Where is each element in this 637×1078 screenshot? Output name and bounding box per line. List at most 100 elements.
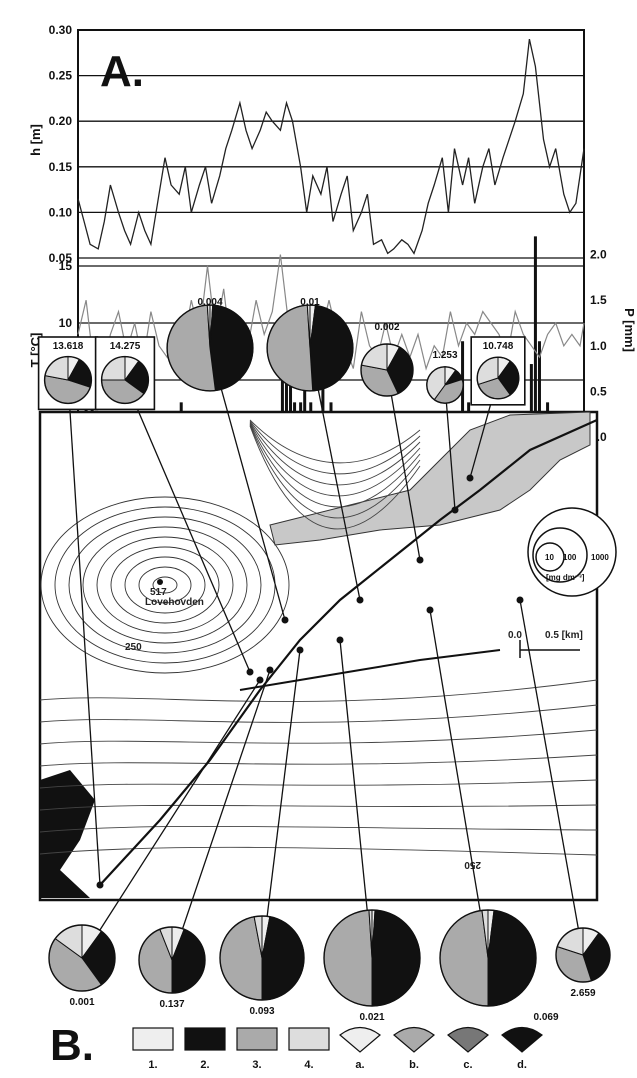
- precipitation-bar: [533, 236, 537, 437]
- contour-line: [40, 496, 290, 674]
- pie-outline: [476, 356, 520, 400]
- ref-unit: [mg dm⁻³]: [546, 573, 585, 582]
- contour-line: [82, 526, 248, 644]
- connector-line: [261, 649, 301, 959]
- ref-label-1000: 1000: [591, 553, 609, 562]
- connector-line: [171, 669, 271, 961]
- contour-line: [96, 536, 234, 634]
- pie-outline: [266, 304, 354, 392]
- connector-line: [124, 379, 251, 673]
- connector-line: [519, 599, 584, 956]
- contour-line: [39, 704, 598, 723]
- contour-line: [249, 422, 421, 497]
- pie-outline: [439, 909, 537, 1007]
- sample-point: [281, 616, 289, 624]
- main-stream: [99, 418, 598, 886]
- connector-line: [209, 347, 286, 621]
- pie-value-label: 14.275: [110, 341, 141, 352]
- depth-series-line: [77, 38, 585, 255]
- upper-y-tick-label: 0.20: [49, 114, 73, 128]
- panel-a-label: A.: [100, 47, 144, 96]
- sample-point: [516, 596, 524, 604]
- connector-line: [81, 679, 261, 959]
- lower-right-tick-label: 2.0: [590, 248, 607, 262]
- upper-y-tick-label: 0.25: [49, 69, 73, 83]
- panel-b-label: B.: [50, 1021, 94, 1070]
- sample-point: [416, 556, 424, 564]
- contour-line: [138, 566, 192, 604]
- peak-name: Lovehovden: [145, 597, 204, 608]
- pie-value-label: 0.01: [300, 297, 320, 308]
- legend-label: 3.: [252, 1059, 261, 1071]
- connector-line: [386, 369, 421, 561]
- legend-label: 2.: [200, 1059, 209, 1071]
- contour-label-1: 250: [125, 642, 142, 653]
- upper-y-tick-label: 0.05: [49, 251, 73, 265]
- contour-line: [39, 804, 598, 811]
- contour-line: [39, 729, 598, 745]
- pie-value-label: 2.659: [570, 988, 595, 999]
- lower-left-tick-label: 10: [59, 316, 73, 330]
- contour-line: [110, 546, 220, 624]
- upper-y-tick-label: 0.30: [49, 23, 73, 37]
- legend-label: 4.: [304, 1059, 313, 1071]
- ref-label-10: 10: [545, 553, 554, 562]
- contour-line: [249, 423, 421, 508]
- upper-y-tick-label: 0.15: [49, 160, 73, 174]
- contour-line: [39, 754, 598, 767]
- sample-point: [466, 474, 474, 482]
- pie-outline: [360, 343, 414, 397]
- contour-line: [249, 419, 421, 464]
- sample-point: [426, 606, 434, 614]
- legend-swatch: [184, 1027, 226, 1051]
- sample-point: [246, 668, 254, 676]
- pie-outline: [323, 909, 421, 1007]
- pie-outline: [426, 366, 464, 404]
- pie-value-label: 0.021: [359, 1012, 384, 1023]
- pie-outline: [43, 355, 93, 405]
- valley-area: [269, 411, 591, 546]
- precipitation-bar: [537, 341, 541, 437]
- legend-swatch: [288, 1027, 330, 1051]
- pie-value-label: 0.093: [249, 1006, 274, 1017]
- contour-line: [249, 424, 421, 519]
- legend-sector-swatch: [393, 1026, 435, 1053]
- connector-line: [429, 609, 489, 959]
- precipitation-bar: [529, 364, 533, 437]
- lower-left-tick-label: 15: [59, 259, 73, 273]
- sample-point: [296, 646, 304, 654]
- pies-top-row: 13.618 14.275 0.004 0.01 0.002 1.253 10.748: [37, 297, 526, 411]
- panel-b: 517 Lovehovden 250 250 0.0 0.5 [km] 13.6…: [37, 297, 617, 1071]
- pie-value-label: 10.748: [483, 341, 514, 352]
- legend-label: d.: [517, 1059, 527, 1071]
- lower-right-tick-label: 1.0: [590, 339, 607, 353]
- peak-elevation: 517: [150, 587, 167, 598]
- connector-line: [67, 379, 101, 886]
- legend-swatch: [236, 1027, 278, 1051]
- connector-line: [339, 639, 373, 959]
- pie-value-label: 0.004: [197, 297, 222, 308]
- upper-y-axis-label: h [m]: [28, 124, 43, 156]
- legend-sector-swatch: [339, 1026, 381, 1053]
- pie-value-label: 0.001: [69, 997, 94, 1008]
- sample-point: [336, 636, 344, 644]
- pie-value-label: 13.618: [53, 341, 84, 352]
- precipitation-bar: [284, 364, 288, 437]
- lower-right-y-axis-label: P [mm]: [622, 308, 637, 352]
- contour-line: [152, 576, 178, 594]
- legend-swatch: [132, 1027, 174, 1051]
- legend-label: c.: [463, 1059, 472, 1071]
- contour-line: [249, 425, 421, 530]
- connector-line: [444, 384, 456, 511]
- pie-size-reference: 10 100 1000 [mg dm⁻³]: [527, 507, 617, 597]
- map-scale-end: 0.5 [km]: [545, 630, 583, 641]
- pie-outline: [166, 304, 254, 392]
- pie-outline: [555, 927, 611, 983]
- lower-right-tick-label: 1.5: [590, 293, 607, 307]
- legend-label: b.: [409, 1059, 419, 1071]
- contour-line: [124, 556, 206, 614]
- sample-point: [96, 881, 104, 889]
- contour-line: [39, 779, 598, 789]
- upper-y-tick-label: 0.10: [49, 205, 73, 219]
